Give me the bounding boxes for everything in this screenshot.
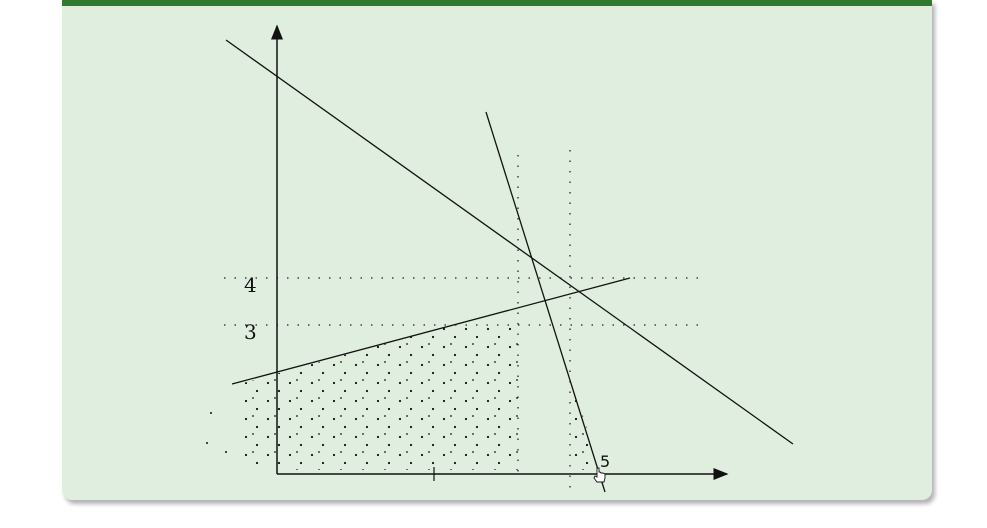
y-tick-label-4: 4 — [244, 273, 257, 297]
constraint-line-very-steep — [485, 111, 606, 493]
cursor-label: 5 — [600, 452, 610, 471]
constraint-line-ascending — [231, 277, 631, 385]
y-tick-label-3: 3 — [244, 320, 257, 344]
hand-cursor-icon — [593, 467, 606, 483]
constraint-line-steep-descending — [225, 39, 794, 445]
stray-dots — [206, 412, 227, 453]
corner-region-dots — [570, 375, 600, 470]
feasible-region-dots — [236, 327, 518, 470]
